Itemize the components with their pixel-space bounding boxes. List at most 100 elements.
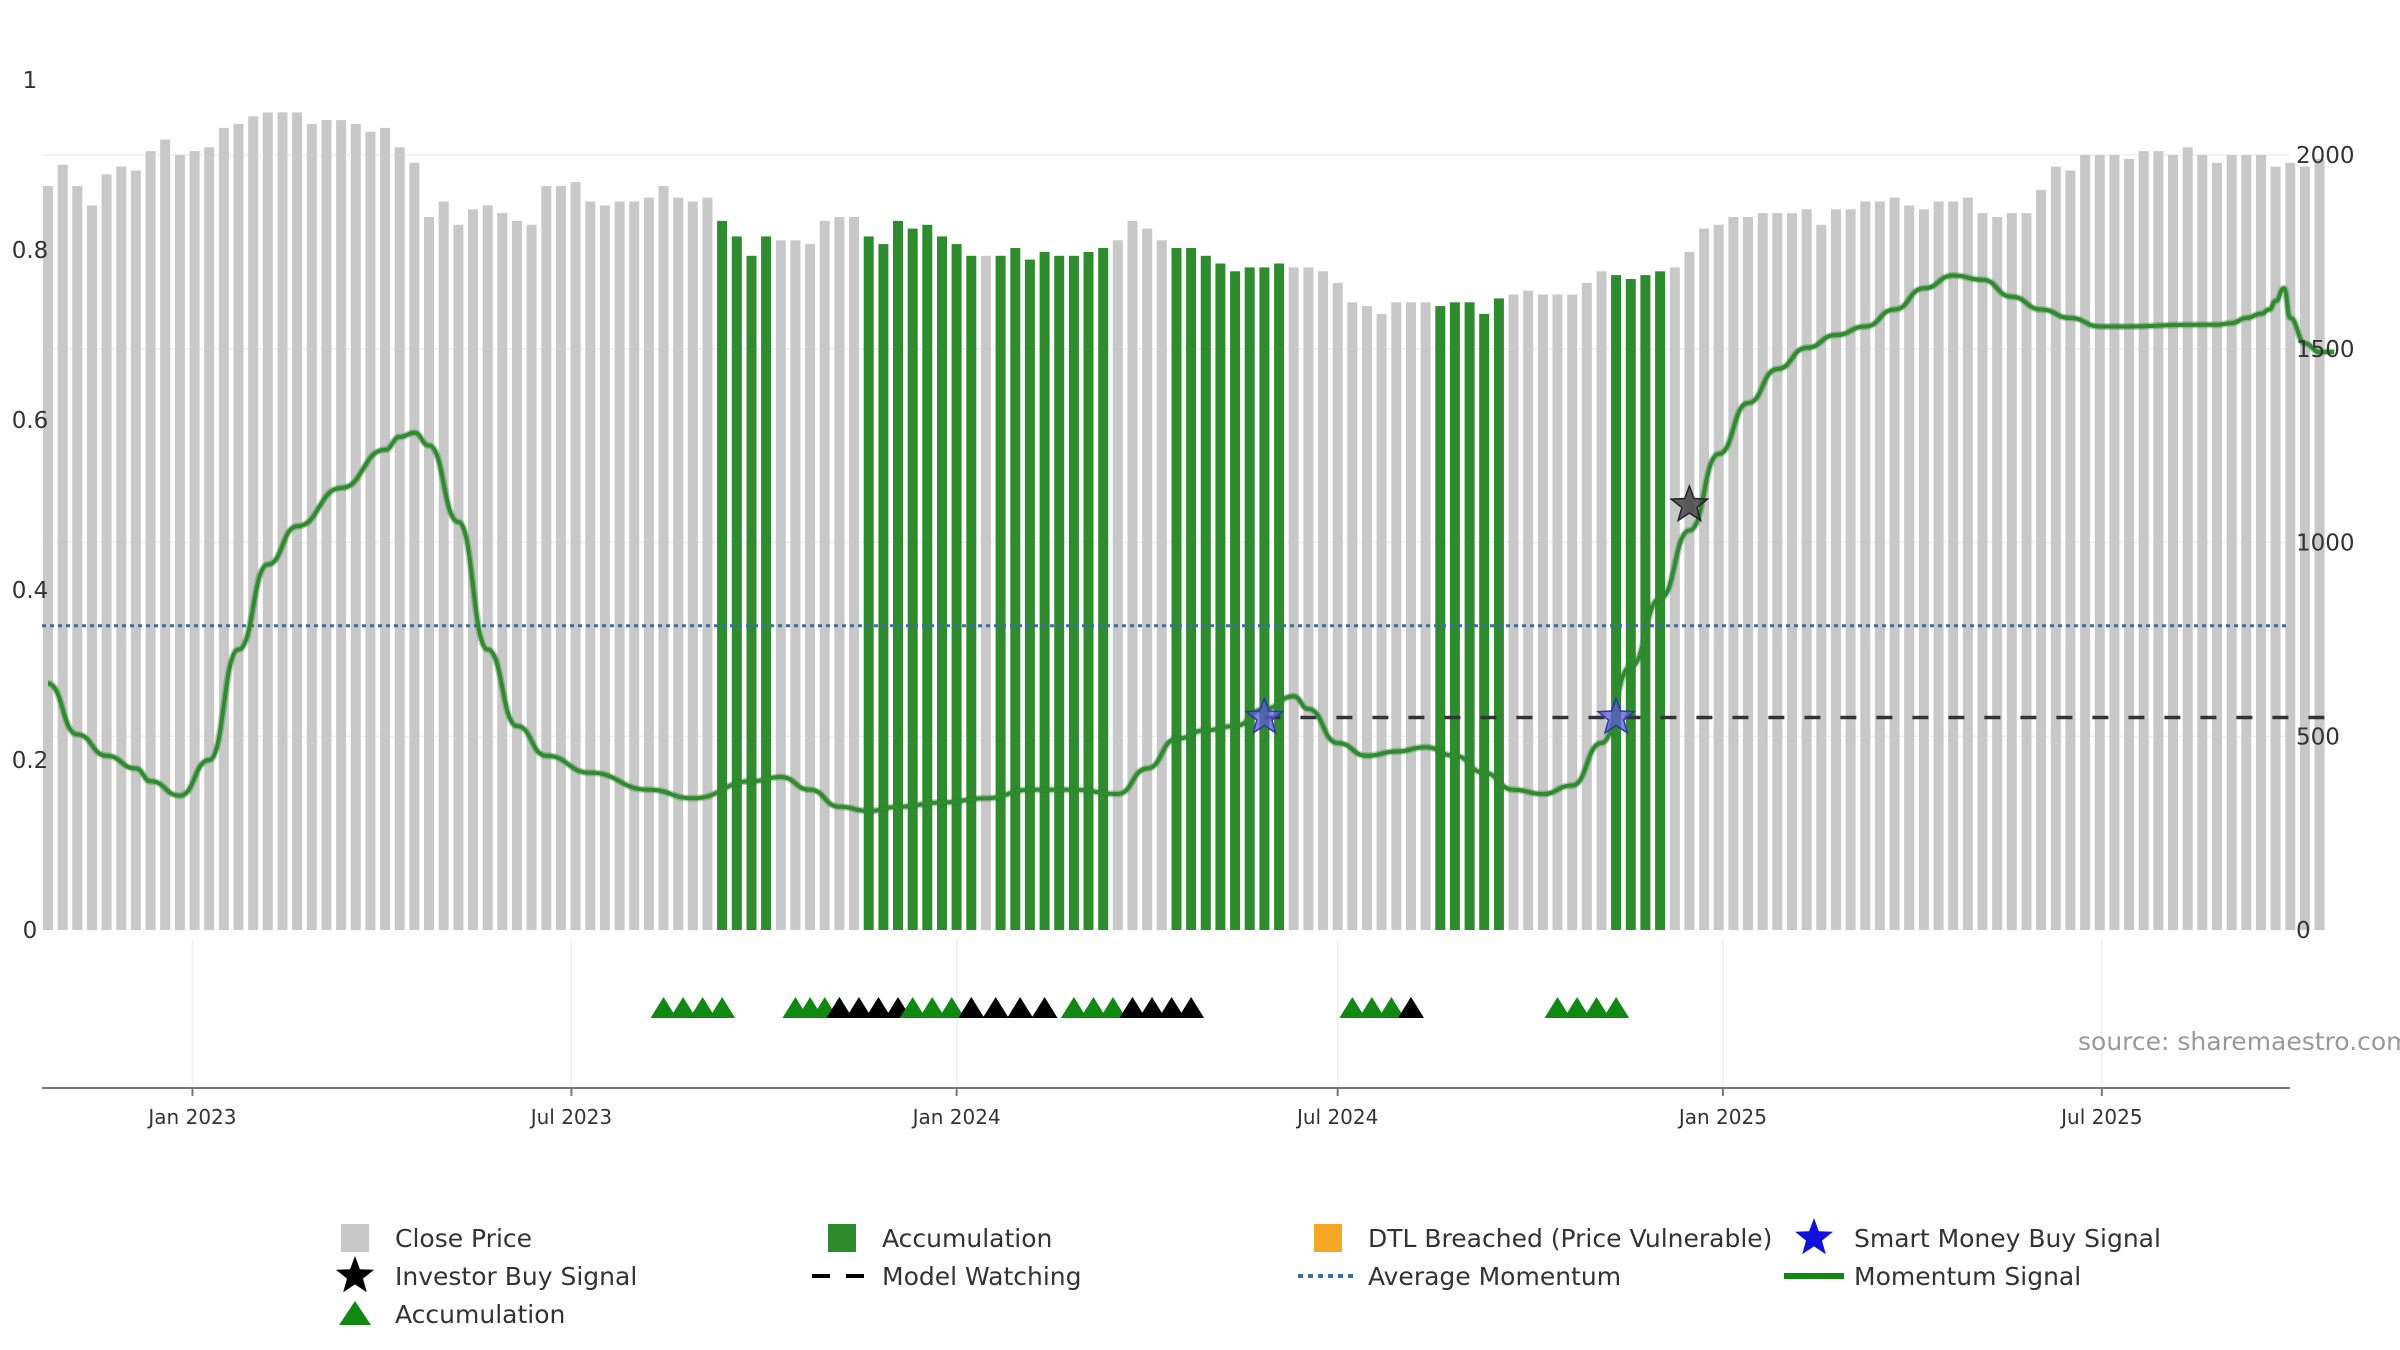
accumulation-bar: [1464, 302, 1475, 931]
price-bar: [1332, 282, 1343, 930]
left-tick-label: 0.4: [12, 578, 49, 604]
price-bar: [2241, 155, 2252, 930]
accumulation-bar: [1274, 263, 1285, 930]
price-bar: [2124, 158, 2135, 930]
price-bar: [43, 186, 53, 930]
left-tick-label: 0.2: [12, 748, 49, 774]
accumulation-bar: [1230, 271, 1241, 931]
right-tick-label: 500: [2296, 724, 2340, 750]
signal-lines: [42, 272, 2335, 815]
accumulation-triangle: [958, 997, 985, 1018]
price-bar: [790, 240, 801, 931]
accumulation-bar: [1098, 248, 1109, 930]
accumulation-bar: [731, 236, 742, 930]
price-bar: [1142, 228, 1153, 931]
price-bar: [1831, 209, 1841, 931]
price-bar: [101, 174, 112, 930]
accumulation-bar: [1449, 302, 1460, 931]
accumulation-bar: [1493, 298, 1504, 930]
price-bar: [1874, 201, 1885, 930]
price-bar: [1699, 228, 1710, 931]
price-bar: [2197, 155, 2208, 930]
accumulation-triangle: [982, 997, 1009, 1018]
price-bar: [218, 127, 229, 930]
price-bar: [2138, 151, 2149, 931]
price-bar: [2050, 166, 2061, 931]
accumulation-bar: [1435, 306, 1446, 931]
accumulation-bar: [1244, 267, 1255, 930]
price-bar: [1992, 217, 2003, 930]
accumulation-bar: [1024, 259, 1035, 931]
accumulation-bar: [878, 244, 889, 931]
legend-triangle-icon: [339, 1301, 371, 1325]
x-tick-label: Jul 2023: [529, 1105, 612, 1129]
accumulation-bar: [951, 244, 962, 931]
price-bar: [262, 112, 273, 930]
right-tick-label: 1500: [2296, 337, 2355, 363]
legend-swatch-dtl: [1314, 1224, 1342, 1252]
smart-money-star: [1596, 696, 1637, 735]
left-tick-label: 1: [23, 68, 38, 94]
accumulation-bar: [1611, 275, 1622, 931]
price-bar: [599, 205, 610, 930]
price-bar: [453, 224, 464, 931]
accumulation-triangle: [709, 997, 736, 1018]
price-bar: [116, 166, 127, 931]
accumulation-triangle: [670, 997, 697, 1018]
price-bar: [2256, 155, 2266, 930]
price-bar: [1860, 201, 1871, 930]
price-bar: [145, 151, 156, 931]
price-bar: [805, 244, 816, 931]
x-tick-label: Jan 2023: [146, 1105, 236, 1129]
accumulation-bar: [1200, 255, 1211, 931]
x-tick-label: Jan 2025: [1677, 1105, 1767, 1129]
price-bar: [1376, 313, 1387, 930]
legend-swatch-price: [341, 1224, 369, 1252]
price-bar: [72, 186, 83, 930]
price-bar: [1288, 267, 1299, 930]
price-bar: [849, 217, 859, 930]
price-bars: [43, 112, 2325, 931]
price-bar: [2168, 155, 2178, 930]
accumulation-bar: [1054, 255, 1065, 931]
price-bar: [57, 164, 68, 930]
price-bar: [1508, 294, 1519, 930]
accumulation-bar: [1039, 251, 1050, 930]
price-bar: [1669, 267, 1680, 930]
price-bar: [1537, 294, 1548, 930]
price-bar: [2109, 155, 2120, 930]
price-bar: [1552, 294, 1563, 930]
price-bar: [2036, 189, 2047, 930]
smart-money-star: [1244, 696, 1285, 735]
accumulation-bar: [863, 236, 874, 930]
accumulation-triangle: [1358, 997, 1385, 1018]
price-bar: [1420, 302, 1431, 931]
accumulation-bar: [893, 220, 903, 930]
accumulation-triangle: [1007, 997, 1034, 1018]
accumulation-bar: [1010, 248, 1021, 930]
price-bar: [980, 255, 991, 931]
price-bar: [306, 124, 317, 930]
price-bar: [819, 220, 830, 930]
investor-star: [1669, 483, 1710, 523]
price-bar: [87, 205, 97, 930]
price-bar: [2299, 166, 2310, 931]
price-bar: [1816, 224, 1827, 931]
price-bar: [687, 201, 698, 930]
price-bar: [160, 139, 171, 930]
accumulation-bar: [966, 255, 977, 931]
price-bar: [1156, 240, 1167, 931]
price-bar: [512, 220, 522, 930]
right-tick-label: 0: [2296, 918, 2311, 944]
legend-label: DTL Breached (Price Vulnerable): [1368, 1224, 1772, 1253]
left-tick-label: 0.6: [12, 408, 49, 434]
price-bar: [1581, 282, 1592, 930]
accumulation-bar: [1215, 263, 1226, 930]
price-bar: [380, 127, 391, 930]
price-bar: [438, 201, 449, 930]
accumulation-triangle: [899, 997, 926, 1018]
price-bar: [482, 205, 493, 930]
accumulation-bar: [1640, 275, 1651, 931]
price-bar: [1801, 209, 1812, 931]
accumulation-triangle: [938, 997, 965, 1018]
